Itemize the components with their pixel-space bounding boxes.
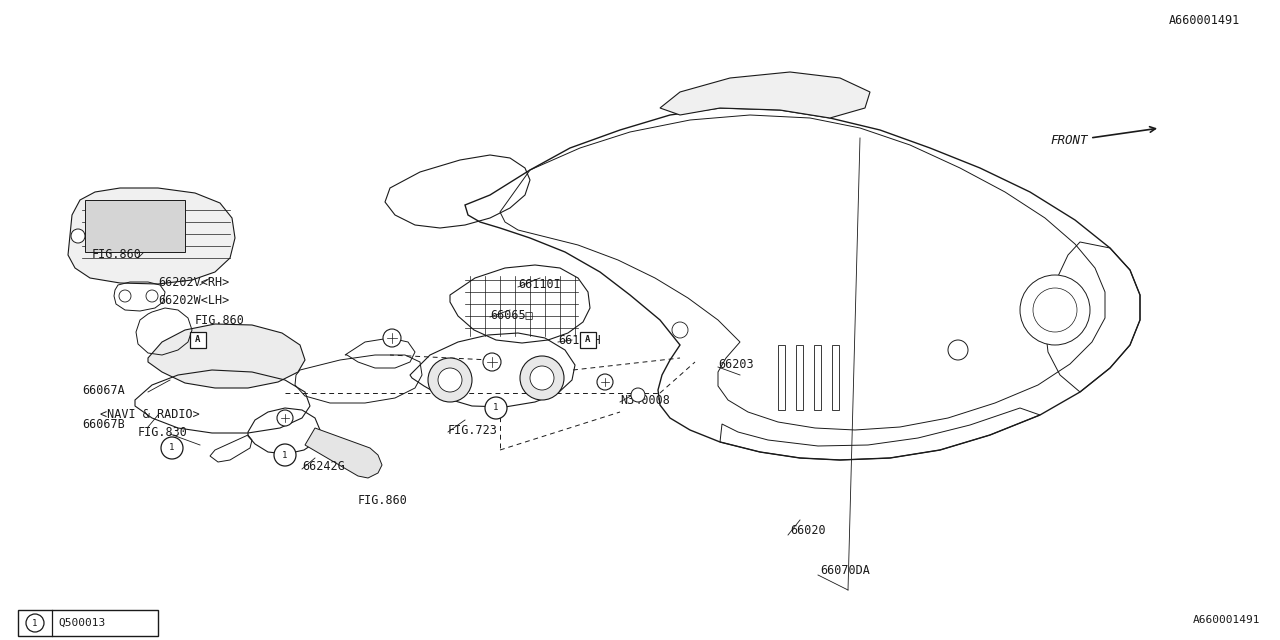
Bar xyxy=(189,332,206,348)
Text: 1: 1 xyxy=(32,618,37,627)
Text: 66070DA: 66070DA xyxy=(820,563,870,577)
Text: 1: 1 xyxy=(493,403,499,413)
Bar xyxy=(84,200,186,252)
Circle shape xyxy=(520,356,564,400)
Text: A: A xyxy=(585,335,590,344)
Text: 1: 1 xyxy=(283,451,288,460)
Text: 1: 1 xyxy=(169,444,174,452)
Circle shape xyxy=(276,410,293,426)
Text: A660001491: A660001491 xyxy=(1169,13,1240,26)
Text: FRONT: FRONT xyxy=(1051,134,1088,147)
Circle shape xyxy=(119,290,131,302)
Text: FIG.830: FIG.830 xyxy=(138,426,188,438)
Circle shape xyxy=(146,290,157,302)
Circle shape xyxy=(530,366,554,390)
Circle shape xyxy=(161,437,183,459)
Text: N340008: N340008 xyxy=(620,394,669,406)
Text: 66242G: 66242G xyxy=(302,461,344,474)
Circle shape xyxy=(672,322,689,338)
Circle shape xyxy=(428,358,472,402)
Text: 66202W<LH>: 66202W<LH> xyxy=(157,294,229,307)
Circle shape xyxy=(483,353,500,371)
Text: 66110I: 66110I xyxy=(518,278,561,291)
Text: FIG.860: FIG.860 xyxy=(358,493,408,506)
Bar xyxy=(18,610,157,636)
Circle shape xyxy=(1033,288,1076,332)
Text: <NAVI & RADIO>: <NAVI & RADIO> xyxy=(100,408,200,422)
Text: A660001491: A660001491 xyxy=(1193,615,1260,625)
Text: FIG.860: FIG.860 xyxy=(195,314,244,326)
Circle shape xyxy=(948,340,968,360)
Polygon shape xyxy=(305,428,381,478)
Bar xyxy=(580,332,596,348)
Circle shape xyxy=(596,374,613,390)
Text: 66065□: 66065□ xyxy=(490,308,532,321)
Polygon shape xyxy=(660,72,870,118)
Circle shape xyxy=(631,388,645,402)
Circle shape xyxy=(485,397,507,419)
Text: FIG.723: FIG.723 xyxy=(448,424,498,436)
Text: 66110H: 66110H xyxy=(558,333,600,346)
Text: Q500013: Q500013 xyxy=(58,618,105,628)
Polygon shape xyxy=(68,188,236,284)
Text: 66067A: 66067A xyxy=(82,383,124,397)
Circle shape xyxy=(274,444,296,466)
Text: FIG.860: FIG.860 xyxy=(92,248,142,262)
Circle shape xyxy=(1020,275,1091,345)
Text: 66202V<RH>: 66202V<RH> xyxy=(157,276,229,289)
Circle shape xyxy=(383,329,401,347)
Circle shape xyxy=(438,368,462,392)
Polygon shape xyxy=(148,324,305,388)
Text: A: A xyxy=(196,335,201,344)
Text: 66067B: 66067B xyxy=(82,419,124,431)
Text: 66020: 66020 xyxy=(790,524,826,536)
Circle shape xyxy=(26,614,44,632)
Circle shape xyxy=(70,229,84,243)
Text: 66203: 66203 xyxy=(718,358,754,371)
